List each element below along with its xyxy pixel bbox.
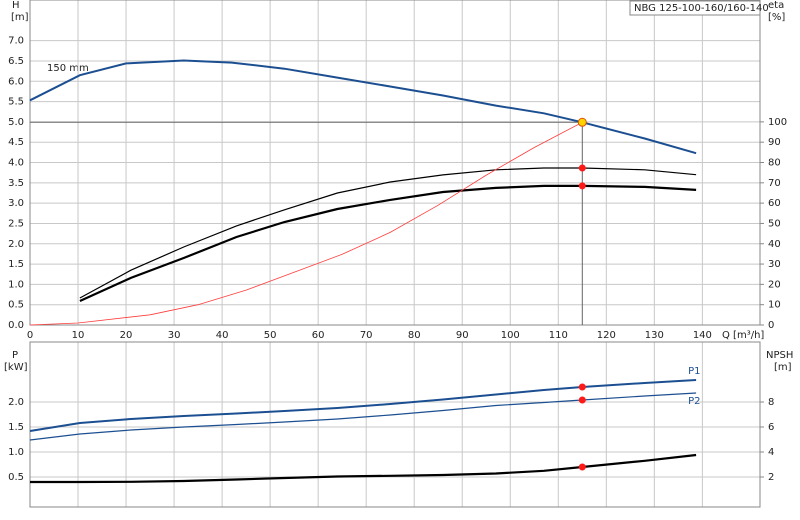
- y-tick-label: 0.5: [8, 472, 24, 483]
- y-tick-label: 2.0: [8, 239, 24, 250]
- y-axis-unit: [m]: [11, 12, 29, 23]
- x-axis-label: Q [m³/h]: [722, 330, 764, 341]
- y-tick-label: 1.5: [8, 422, 24, 433]
- y-tick-label: 7.0: [8, 36, 24, 47]
- y2-tick-label: 30: [768, 259, 781, 270]
- y-tick-label: 6.0: [8, 76, 24, 87]
- y2-tick-label: 6: [768, 422, 774, 433]
- y2-tick-label: 20: [768, 279, 781, 290]
- plot-frame: [29, 341, 761, 508]
- title-box: [629, 0, 761, 16]
- y-tick-label: 0.0: [8, 320, 24, 331]
- y2-tick-label: 10: [768, 300, 781, 311]
- x-tick-label: 80: [408, 330, 421, 341]
- x-tick-label: 140: [693, 330, 712, 341]
- series-line: [29, 392, 697, 441]
- series-line: [30, 453, 697, 484]
- y-tick-label: 1.0: [8, 447, 24, 458]
- y2-tick-label: 4: [768, 447, 774, 458]
- y2-tick-label: 90: [768, 137, 781, 148]
- plot-frame: [29, 0, 761, 326]
- y-axis-label: P: [12, 350, 18, 361]
- y-tick-label: 3.0: [8, 198, 24, 209]
- y2-tick-label: 60: [768, 198, 781, 209]
- series-label: P2: [688, 396, 700, 407]
- y-tick-label: 1.5: [8, 259, 24, 270]
- duty-marker: [578, 182, 586, 190]
- x-tick-label: 60: [312, 330, 325, 341]
- y2-axis-label: eta: [768, 0, 784, 11]
- y2-axis-unit: [%]: [768, 12, 785, 23]
- y-axis-label: H: [12, 0, 20, 11]
- y2-tick-label: 2: [768, 472, 774, 483]
- y-tick-label: 5.5: [8, 97, 24, 108]
- x-tick-label: 90: [456, 330, 469, 341]
- y-tick-label: 6.5: [8, 56, 24, 67]
- y-tick-label: 4.0: [8, 158, 24, 169]
- annotation: 150 mm: [47, 63, 89, 74]
- y-tick-label: 1.0: [8, 279, 24, 290]
- series-label: P1: [688, 366, 700, 377]
- y2-tick-label: 8: [768, 397, 774, 408]
- y2-tick-label: 40: [768, 239, 781, 250]
- x-tick-label: 110: [549, 330, 568, 341]
- series-line: [29, 59, 697, 155]
- x-tick-label: 30: [168, 330, 181, 341]
- duty-marker: [578, 383, 586, 391]
- duty-point: [577, 117, 587, 127]
- duty-marker: [578, 396, 586, 404]
- chart-title: NBG 125-100-160/160-140: [634, 3, 769, 14]
- x-tick-label: 40: [216, 330, 229, 341]
- y-tick-label: 0.5: [8, 300, 24, 311]
- duty-marker: [578, 463, 586, 471]
- series-line: [29, 121, 583, 326]
- y2-tick-label: 70: [768, 178, 781, 189]
- y2-tick-label: 50: [768, 218, 781, 229]
- x-tick-label: 120: [597, 330, 616, 341]
- y-tick-label: 3.5: [8, 178, 24, 189]
- series-line: [29, 379, 697, 432]
- x-tick-label: 70: [360, 330, 373, 341]
- y2-axis-unit: [m]: [774, 362, 792, 373]
- y2-tick-label: 80: [768, 158, 781, 169]
- duty-marker: [578, 164, 586, 172]
- y2-tick-label: 100: [768, 117, 787, 128]
- x-tick-label: 100: [501, 330, 520, 341]
- y2-tick-label: 0: [768, 320, 774, 331]
- y2-axis-label: NPSH: [766, 350, 793, 361]
- y-axis-unit: [kW]: [4, 362, 28, 373]
- x-tick-label: 0: [27, 330, 33, 341]
- x-tick-label: 10: [72, 330, 85, 341]
- y-tick-label: 2.0: [8, 397, 24, 408]
- y-tick-label: 2.5: [8, 218, 24, 229]
- x-tick-label: 130: [645, 330, 664, 341]
- y-tick-label: 4.5: [8, 137, 24, 148]
- y-tick-label: 5.0: [8, 117, 24, 128]
- x-tick-label: 20: [120, 330, 133, 341]
- x-tick-label: 50: [264, 330, 277, 341]
